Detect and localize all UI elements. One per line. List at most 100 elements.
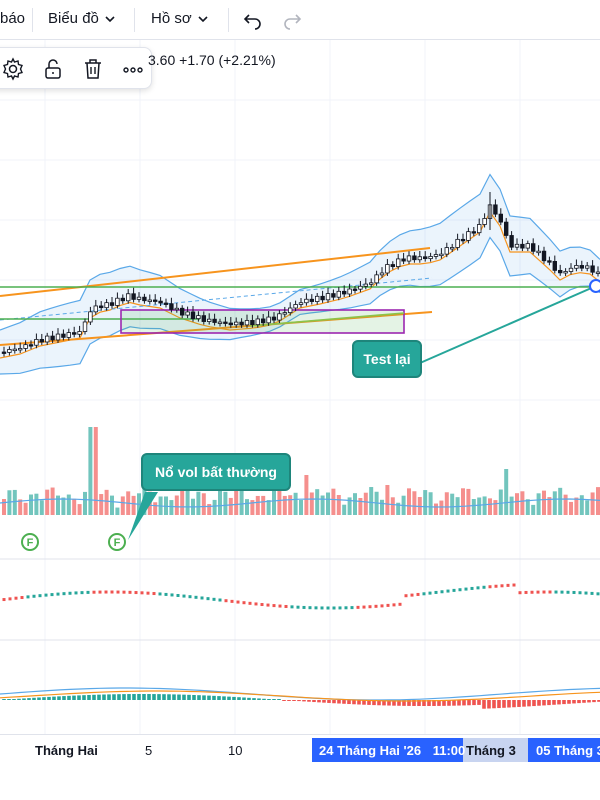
chart-menu-button[interactable]: Biểu đồ bbox=[48, 10, 115, 27]
candle-body bbox=[563, 271, 568, 274]
volume-bar bbox=[320, 495, 325, 515]
oscillator-dot bbox=[206, 597, 210, 601]
candle-body bbox=[55, 333, 61, 341]
volume-bar bbox=[29, 494, 33, 515]
candle-body bbox=[439, 253, 444, 257]
candle-body bbox=[1, 351, 7, 354]
trash-icon[interactable] bbox=[81, 57, 105, 81]
macd-bar bbox=[442, 700, 446, 706]
chart-menu-label: Biểu đồ bbox=[48, 10, 99, 27]
oscillator-dot bbox=[584, 591, 588, 595]
volume-bar bbox=[104, 489, 109, 515]
candle-body bbox=[466, 231, 471, 241]
abnormal-volume-callout[interactable]: Nổ vol bất thường bbox=[141, 453, 291, 491]
macd-bar bbox=[52, 696, 56, 700]
candle-body bbox=[552, 261, 557, 271]
volume-bar bbox=[169, 500, 174, 515]
macd-bar bbox=[107, 694, 111, 700]
volume-bar bbox=[423, 490, 428, 515]
macd-bar bbox=[577, 700, 581, 704]
macd-bar bbox=[197, 695, 201, 700]
candle-body bbox=[50, 335, 55, 341]
candle-body bbox=[352, 288, 358, 291]
volume-bar bbox=[45, 489, 50, 515]
candle-body bbox=[115, 297, 120, 306]
oscillator-dot bbox=[128, 590, 132, 594]
bollinger-band-fill bbox=[0, 174, 600, 374]
macd-bar bbox=[182, 694, 186, 700]
oscillator-dot bbox=[308, 606, 312, 610]
candle-body bbox=[482, 218, 487, 225]
volume-bar bbox=[50, 487, 55, 515]
macd-signal-line bbox=[0, 690, 600, 702]
chart-canvas[interactable]: F F bbox=[0, 40, 600, 734]
oscillator-dot bbox=[428, 591, 432, 595]
more-icon[interactable] bbox=[121, 57, 145, 81]
candle-body bbox=[433, 254, 439, 257]
macd-bar bbox=[247, 697, 251, 700]
profile-menu-button[interactable]: Hồ sơ bbox=[151, 10, 208, 27]
oscillator-dot bbox=[380, 604, 384, 608]
volume-bar bbox=[477, 497, 482, 515]
time-axis-label: Tháng Hai bbox=[35, 743, 98, 758]
macd-bar bbox=[287, 700, 291, 701]
volume-bar bbox=[261, 495, 266, 515]
candle-body bbox=[185, 311, 190, 316]
chart-grid bbox=[0, 40, 600, 734]
candle-body bbox=[131, 293, 136, 300]
unlock-icon[interactable] bbox=[41, 57, 65, 81]
macd-bar bbox=[522, 700, 526, 707]
candle-body bbox=[260, 318, 266, 324]
macd-bar bbox=[272, 699, 276, 700]
oscillator-dot bbox=[200, 596, 204, 600]
macd-bar bbox=[387, 700, 391, 706]
price-change-percent: (+2.21%) bbox=[218, 52, 276, 68]
profile-menu-label: Hồ sơ bbox=[151, 10, 192, 27]
candle-body bbox=[34, 339, 39, 346]
toolbar-partial-item[interactable]: báo bbox=[0, 10, 26, 27]
macd-bar bbox=[37, 697, 41, 700]
test-again-callout[interactable]: Test lại bbox=[352, 340, 422, 378]
macd-bar bbox=[567, 700, 571, 704]
candle-body bbox=[358, 285, 363, 290]
candle-body bbox=[422, 256, 428, 260]
candle-body bbox=[579, 265, 584, 269]
candle-body bbox=[228, 322, 233, 326]
volume-bar bbox=[498, 489, 503, 515]
macd-bar bbox=[477, 700, 481, 705]
macd-bar bbox=[302, 700, 306, 702]
macd-bar bbox=[102, 694, 106, 700]
oscillator-dot bbox=[542, 590, 546, 594]
candle-body bbox=[314, 295, 320, 302]
candle-body bbox=[379, 272, 385, 276]
oscillator-dot bbox=[158, 592, 162, 596]
range-highlight bbox=[463, 738, 528, 762]
oscillator-dot bbox=[104, 590, 108, 594]
event-marker[interactable]: F bbox=[21, 533, 39, 551]
volume-bar bbox=[115, 507, 120, 515]
oscillator-dot bbox=[368, 605, 372, 609]
volume-bar bbox=[390, 497, 395, 515]
macd-bar bbox=[497, 700, 501, 709]
macd-bar bbox=[527, 700, 531, 707]
macd-bar bbox=[407, 700, 411, 706]
macd-bar bbox=[432, 700, 436, 706]
oscillator-dot bbox=[452, 588, 456, 592]
oscillator-dot bbox=[470, 586, 474, 590]
time-axis[interactable]: Tháng Hai 5 10 Tháng 3 24 Tháng Hai '26 … bbox=[0, 734, 600, 764]
volume-bar bbox=[347, 497, 352, 515]
oscillator-dot bbox=[566, 590, 570, 594]
macd-bar bbox=[117, 694, 121, 700]
event-marker[interactable]: F bbox=[108, 533, 126, 551]
macd-bar bbox=[227, 696, 231, 700]
candle-body bbox=[174, 307, 179, 311]
gear-icon[interactable] bbox=[1, 57, 25, 81]
undo-icon[interactable] bbox=[243, 10, 263, 30]
macd-bar bbox=[267, 699, 271, 700]
volume-bar bbox=[363, 492, 368, 515]
volume-bar bbox=[255, 495, 260, 515]
oscillator-dot bbox=[44, 593, 48, 597]
oscillator-dot bbox=[356, 605, 360, 609]
volume-bar bbox=[493, 500, 498, 515]
oscillator-dot bbox=[170, 593, 174, 597]
